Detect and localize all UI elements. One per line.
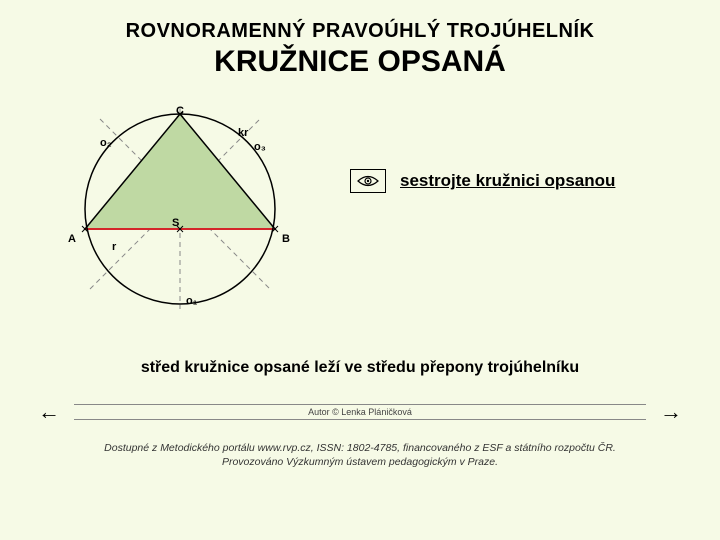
next-button[interactable]: → bbox=[656, 397, 686, 427]
radius-label-r: r bbox=[112, 241, 116, 253]
diagram-svg bbox=[50, 99, 310, 319]
prev-button[interactable]: ← bbox=[34, 397, 64, 427]
vertex-label-b: B bbox=[282, 233, 290, 245]
eye-icon bbox=[350, 169, 386, 193]
eye-icon-svg bbox=[357, 174, 379, 188]
title-line-1: ROVNORAMENNÝ PRAVOÚHLÝ TROJÚHELNÍK bbox=[30, 20, 690, 43]
footer-line-2: Provozováno Výzkumným ústavem pedagogick… bbox=[30, 455, 690, 469]
author-line: Autor © Lenka Pláničková bbox=[74, 404, 646, 420]
geometry-diagram: C A B S kr r o₁ o₂ o₃ bbox=[50, 99, 310, 319]
footer-line-1: Dostupné z Metodického portálu www.rvp.c… bbox=[30, 441, 690, 455]
circle-label-kr: kr bbox=[238, 127, 248, 139]
title-line-2: KRUŽNICE OPSANÁ bbox=[30, 45, 690, 79]
content-row: C A B S kr r o₁ o₂ o₃ sestrojte kružnici… bbox=[30, 99, 690, 319]
bisector-label-o2: o₂ bbox=[100, 137, 112, 149]
vertex-label-c: C bbox=[176, 105, 184, 117]
bisector-label-o1: o₁ bbox=[186, 295, 197, 307]
title-block: ROVNORAMENNÝ PRAVOÚHLÝ TROJÚHELNÍK KRUŽN… bbox=[30, 20, 690, 79]
nav-row: ← Autor © Lenka Pláničková → bbox=[30, 397, 690, 427]
center-label-s: S bbox=[172, 217, 179, 229]
instruction-text: sestrojte kružnici opsanou bbox=[400, 171, 615, 191]
vertex-label-a: A bbox=[68, 233, 76, 245]
instruction-row: sestrojte kružnici opsanou bbox=[350, 169, 615, 193]
footer: Dostupné z Metodického portálu www.rvp.c… bbox=[30, 441, 690, 469]
bisector-label-o3: o₃ bbox=[254, 141, 266, 153]
arrow-left-icon: ← bbox=[38, 399, 60, 425]
statement-text: střed kružnice opsané leží ve středu pře… bbox=[30, 359, 690, 377]
arrow-right-icon: → bbox=[660, 399, 682, 425]
